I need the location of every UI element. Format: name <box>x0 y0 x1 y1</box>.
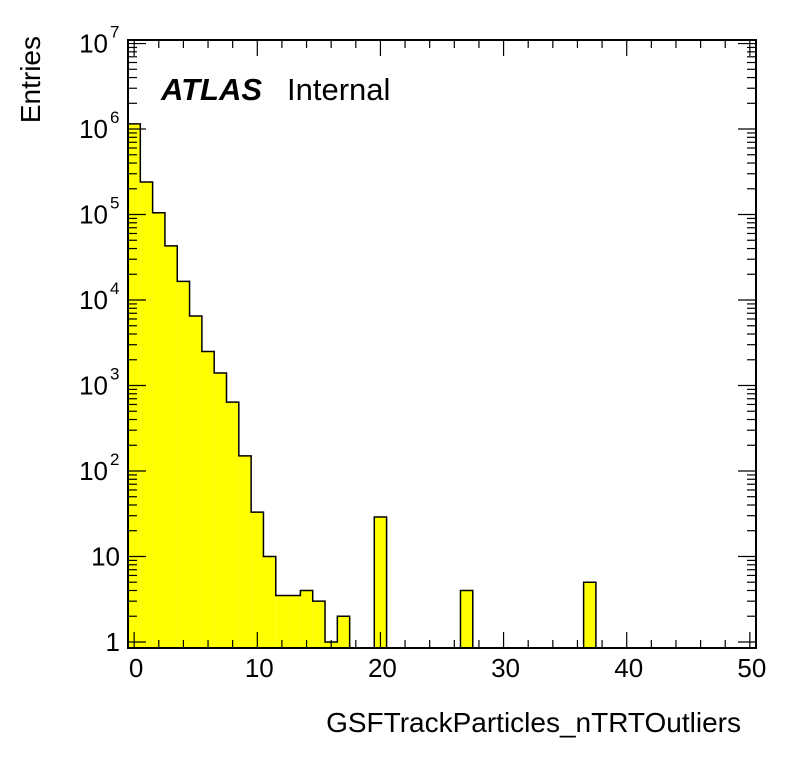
y-tick-exponent: 6 <box>110 108 119 127</box>
y-tick-exponent: 5 <box>110 194 119 213</box>
x-axis-title: GSFTrackParticles_nTRTOutliers <box>326 707 741 738</box>
histogram-bars <box>128 123 596 649</box>
y-tick-exponent: 7 <box>110 23 119 42</box>
histogram-bar <box>275 595 289 648</box>
y-axis-title: Entries <box>15 36 46 123</box>
y-tick-label: 10 <box>79 285 108 315</box>
y-tick-label: 10 <box>79 456 108 486</box>
histogram-bar <box>337 616 350 648</box>
histogram-bar <box>583 582 596 648</box>
y-tick-exponent: 3 <box>110 364 119 383</box>
y-tick-label: 10 <box>91 541 120 571</box>
atlas-label: ATLAS <box>160 72 262 107</box>
histogram-bar <box>238 455 252 648</box>
histogram-bar <box>251 512 264 648</box>
x-tick-label: 20 <box>368 653 397 683</box>
y-tick-exponent: 4 <box>110 279 119 298</box>
y-tick-label: 10 <box>79 370 108 400</box>
histogram-bar <box>312 601 326 648</box>
histogram-bar <box>226 402 239 648</box>
plot-frame <box>127 39 757 649</box>
histogram-bar <box>374 516 387 648</box>
histogram-bar <box>214 373 227 648</box>
histogram-bar <box>201 351 215 648</box>
histogram-bar <box>460 590 473 648</box>
histogram-bar <box>288 595 301 648</box>
y-tick-label: 1 <box>106 627 120 657</box>
x-tick-labels: 0 10 20 30 40 50 <box>129 653 766 683</box>
x-tick-label: 30 <box>491 653 520 683</box>
x-tick-label: 40 <box>614 653 643 683</box>
histogram-bar <box>140 182 153 648</box>
histogram-bar <box>300 590 313 648</box>
histogram-bar <box>164 245 178 649</box>
histogram-bar <box>263 556 276 648</box>
histogram-bar <box>189 316 202 648</box>
y-tick-label: 10 <box>79 29 108 59</box>
x-tick-label: 50 <box>737 653 766 683</box>
y-tick-label: 10 <box>79 200 108 230</box>
y-tick-label: 10 <box>79 114 108 144</box>
x-tick-label: 0 <box>129 653 143 683</box>
axis-ticks <box>128 40 756 648</box>
internal-label: Internal <box>287 72 390 107</box>
histogram-bar <box>152 212 165 649</box>
y-tick-exponent: 2 <box>110 450 119 469</box>
x-tick-label: 10 <box>245 653 274 683</box>
histogram-bar <box>177 281 190 648</box>
